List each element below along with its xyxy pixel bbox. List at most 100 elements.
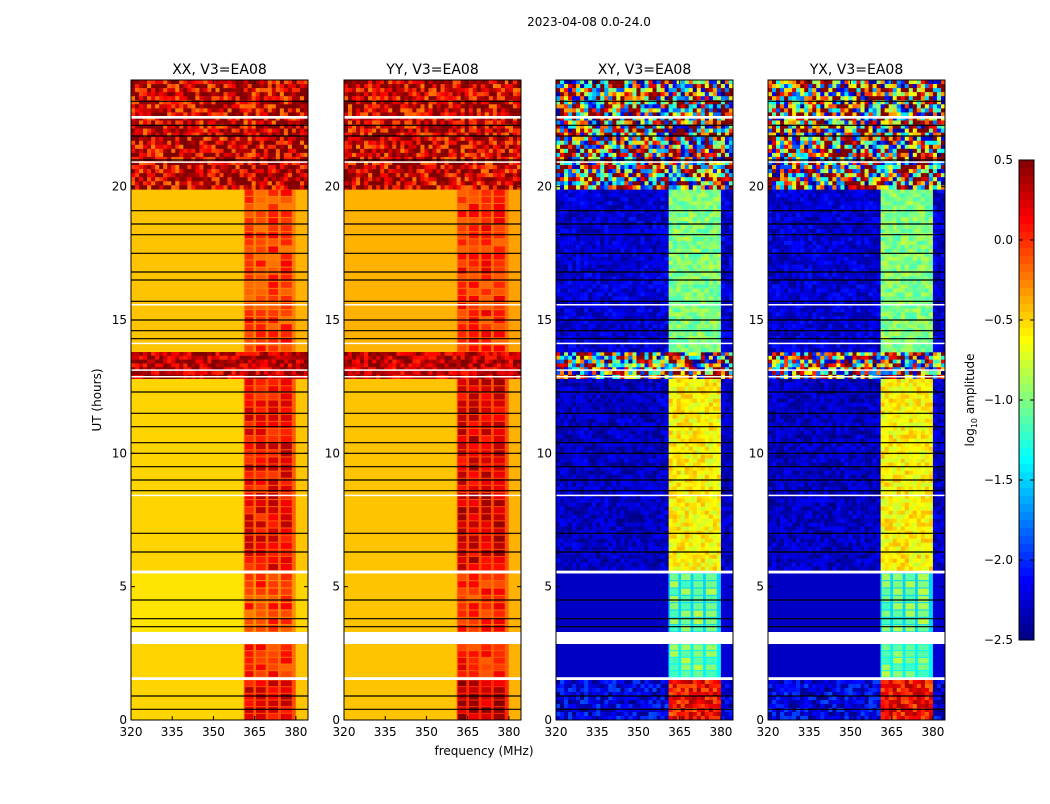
heatmap-cell (183, 153, 187, 157)
heatmap-cell (713, 684, 717, 688)
heatmap-cell (489, 92, 493, 96)
heatmap-cell (568, 447, 572, 451)
heatmap-cell (693, 671, 703, 677)
heatmap-cell (588, 391, 592, 395)
heatmap-cell (163, 363, 167, 367)
heatmap-cell (245, 707, 253, 713)
heatmap-cell (236, 185, 240, 189)
heatmap-cell (163, 157, 167, 161)
heatmap-cell (139, 360, 143, 364)
heatmap-cell (600, 435, 604, 439)
heatmap-cell (572, 383, 576, 387)
heatmap-cell (592, 415, 596, 419)
heatmap-cell (657, 391, 661, 395)
heatmap-cell (240, 88, 244, 92)
heatmap-cell (368, 157, 372, 161)
heatmap-cell (469, 581, 479, 587)
heatmap-cell (632, 712, 636, 716)
heatmap-cell (143, 177, 147, 181)
heatmap-cell (159, 185, 163, 189)
heatmap-cell (276, 165, 280, 169)
heatmap-cell (465, 120, 469, 124)
heatmap-cell (256, 543, 266, 549)
heatmap-cell (433, 84, 437, 88)
heatmap-cell (616, 391, 620, 395)
heatmap-cell (356, 185, 360, 189)
heatmap-cell (284, 360, 288, 364)
heatmap-cell (372, 145, 376, 149)
heatmap-cell (281, 289, 292, 295)
heatmap-cell (485, 96, 489, 100)
heatmap-cell (276, 88, 280, 92)
heatmap-cell (276, 84, 280, 88)
heatmap-cell (485, 84, 489, 88)
heatmap-cell (481, 173, 485, 177)
y-tick-label: 10 (112, 446, 127, 460)
heatmap-cell (268, 550, 278, 556)
heatmap-cell (489, 84, 493, 88)
heatmap-cell (681, 574, 691, 580)
heatmap-cell (576, 383, 580, 387)
heatmap-cell (179, 165, 183, 169)
heatmap-cell (681, 684, 685, 688)
heatmap-cell (576, 403, 580, 407)
heatmap-cell (147, 108, 151, 112)
heatmap-cell (685, 387, 689, 391)
heatmap-cell (505, 363, 509, 367)
heatmap-cell (441, 153, 445, 157)
heatmap-cell (649, 443, 653, 447)
heatmap-cell (400, 84, 404, 88)
heatmap-cell (681, 658, 691, 664)
heatmap-cell (228, 173, 232, 177)
heatmap-cell (604, 399, 608, 403)
heatmap-cell (457, 181, 461, 185)
heatmap-cell (191, 92, 195, 96)
heatmap-cell (284, 120, 288, 124)
heatmap-cell (705, 419, 709, 423)
heatmap-cell (433, 153, 437, 157)
heatmap-cell (481, 303, 491, 309)
heatmap-cell (187, 371, 191, 375)
heatmap-cell (600, 395, 604, 399)
heatmap-cell (288, 88, 292, 92)
heatmap-cell (501, 352, 505, 356)
heatmap-cell (288, 96, 292, 100)
heatmap-cell (628, 700, 632, 704)
heatmap-cell (681, 603, 691, 609)
heatmap-cell (560, 419, 564, 423)
heatmap-cell (713, 704, 717, 708)
heatmap-cell (661, 431, 665, 435)
heatmap-cell (485, 120, 489, 124)
heatmap-cell (348, 360, 352, 364)
heatmap-cell (131, 129, 135, 133)
heatmap-cell (481, 145, 485, 149)
heatmap-cell (513, 352, 517, 356)
heatmap-cell (175, 96, 179, 100)
heatmap-cell (199, 120, 203, 124)
heatmap-cell (636, 403, 640, 407)
heatmap-cell (494, 521, 505, 527)
heatmap-cell (501, 356, 505, 360)
heatmap-cell (400, 363, 404, 367)
heatmap-cell (445, 108, 449, 112)
heatmap-cell (135, 165, 139, 169)
heatmap-cell (453, 104, 457, 108)
heatmap-cell (458, 514, 466, 520)
heatmap-cell (453, 141, 457, 145)
heatmap-cell (300, 153, 304, 157)
heatmap-cell (360, 363, 364, 367)
heatmap-cell (171, 173, 175, 177)
heatmap-cell (670, 589, 678, 595)
heatmap-cell (469, 246, 479, 252)
heatmap-cell (636, 407, 640, 411)
heatmap-cell (151, 181, 155, 185)
heatmap-cell (616, 387, 620, 391)
heatmap-cell (296, 379, 308, 571)
heatmap-cell (163, 356, 167, 360)
heatmap-cell (245, 310, 253, 316)
heatmap-cell (356, 153, 360, 157)
heatmap-cell (568, 684, 572, 688)
heatmap-cell (372, 108, 376, 112)
heatmap-cell (493, 371, 497, 375)
